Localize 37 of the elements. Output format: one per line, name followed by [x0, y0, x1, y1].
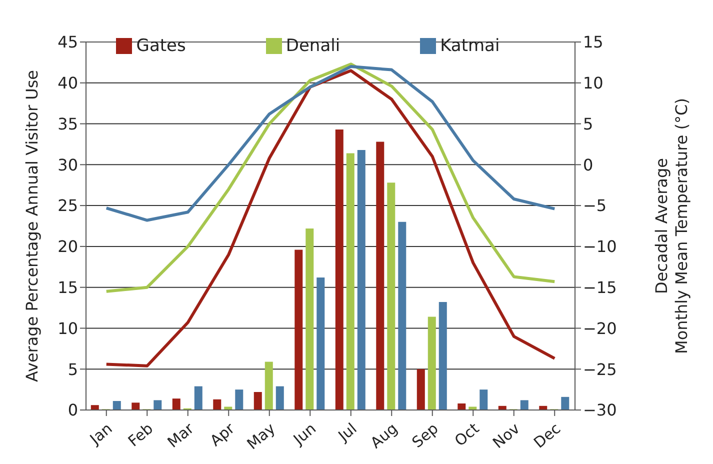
y2-tick-label: −15 — [583, 278, 617, 298]
x-tick-label: Nov — [489, 419, 524, 452]
y2-tick-label: 10 — [583, 74, 604, 93]
x-tick-label: Aug — [367, 419, 402, 452]
x-tick-label: Jun — [289, 419, 320, 449]
y2-tick-label: 15 — [583, 32, 604, 52]
y2-tick-label: −25 — [583, 360, 617, 379]
x-tick-label: Feb — [124, 419, 157, 450]
legend-label: Katmai — [440, 36, 500, 56]
x-tick-label: Jan — [86, 419, 116, 449]
y2-tick-label: −30 — [583, 400, 617, 420]
y2-axis-title: Decadal Average Monthly Mean Temperature (°C) — [652, 98, 691, 354]
y2-tick-label: −20 — [583, 318, 617, 338]
y-tick-label: 35 — [58, 114, 78, 134]
x-tick-label: Mar — [164, 418, 198, 452]
y2-tick-label: 0 — [583, 155, 594, 174]
y-axis-title: Average Percentage Annual Visitor Use — [22, 70, 42, 382]
y-tick-label: 5 — [68, 360, 78, 379]
y-tick-label: 40 — [58, 74, 78, 93]
x-tick-label: Oct — [451, 419, 483, 450]
y-tick-label: 25 — [58, 196, 78, 216]
y-tick-label: 15 — [58, 278, 78, 298]
y2-tick-label: −10 — [583, 237, 617, 256]
legend-label: Denali — [286, 36, 340, 56]
y-tick-label: 20 — [58, 237, 78, 256]
x-tick-label: Apr — [206, 418, 239, 450]
legend-label: Gates — [136, 36, 186, 56]
y-tick-label: 45 — [58, 32, 78, 52]
y2-tick-label: 5 — [583, 114, 594, 134]
y-tick-label: 0 — [68, 400, 78, 420]
x-tick-label: May — [243, 419, 279, 454]
y2-tick-label: −5 — [583, 196, 607, 216]
x-tick-label: Dec — [530, 419, 564, 452]
y-tick-label: 30 — [58, 155, 78, 174]
y-tick-label: 10 — [58, 318, 78, 338]
x-tick-label: Jul — [334, 419, 360, 446]
x-tick-label: Sep — [408, 419, 442, 452]
